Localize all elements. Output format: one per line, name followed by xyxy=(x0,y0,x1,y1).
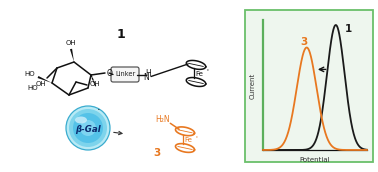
Text: 1: 1 xyxy=(345,24,352,34)
Text: 3: 3 xyxy=(300,37,307,47)
FancyArrowPatch shape xyxy=(114,131,122,135)
Text: β-Gal: β-Gal xyxy=(75,125,101,133)
Circle shape xyxy=(69,109,107,147)
Polygon shape xyxy=(37,76,52,83)
Text: O: O xyxy=(107,68,113,78)
Text: H: H xyxy=(145,68,151,78)
Text: 1: 1 xyxy=(117,28,125,40)
Text: HO: HO xyxy=(25,71,35,77)
Circle shape xyxy=(66,106,110,150)
Text: Current: Current xyxy=(250,73,256,99)
FancyBboxPatch shape xyxy=(111,67,139,82)
Text: 3: 3 xyxy=(153,148,161,158)
Text: HO: HO xyxy=(28,85,38,91)
Circle shape xyxy=(80,120,96,136)
Polygon shape xyxy=(70,49,74,62)
Text: N: N xyxy=(143,73,149,83)
Text: ·: · xyxy=(97,105,101,115)
Ellipse shape xyxy=(75,116,87,123)
FancyBboxPatch shape xyxy=(245,10,373,162)
Text: OH: OH xyxy=(90,81,100,87)
Text: Fe: Fe xyxy=(184,137,192,143)
Text: H₂N: H₂N xyxy=(155,115,170,124)
Text: Linker: Linker xyxy=(115,72,135,78)
Circle shape xyxy=(73,113,103,143)
Text: Potential: Potential xyxy=(300,157,330,163)
Text: Fe: Fe xyxy=(195,71,203,77)
Text: ': ' xyxy=(195,135,197,141)
Text: ': ' xyxy=(206,68,208,74)
Text: OH: OH xyxy=(36,81,46,87)
Text: OH: OH xyxy=(66,40,76,46)
FancyArrowPatch shape xyxy=(319,67,326,72)
